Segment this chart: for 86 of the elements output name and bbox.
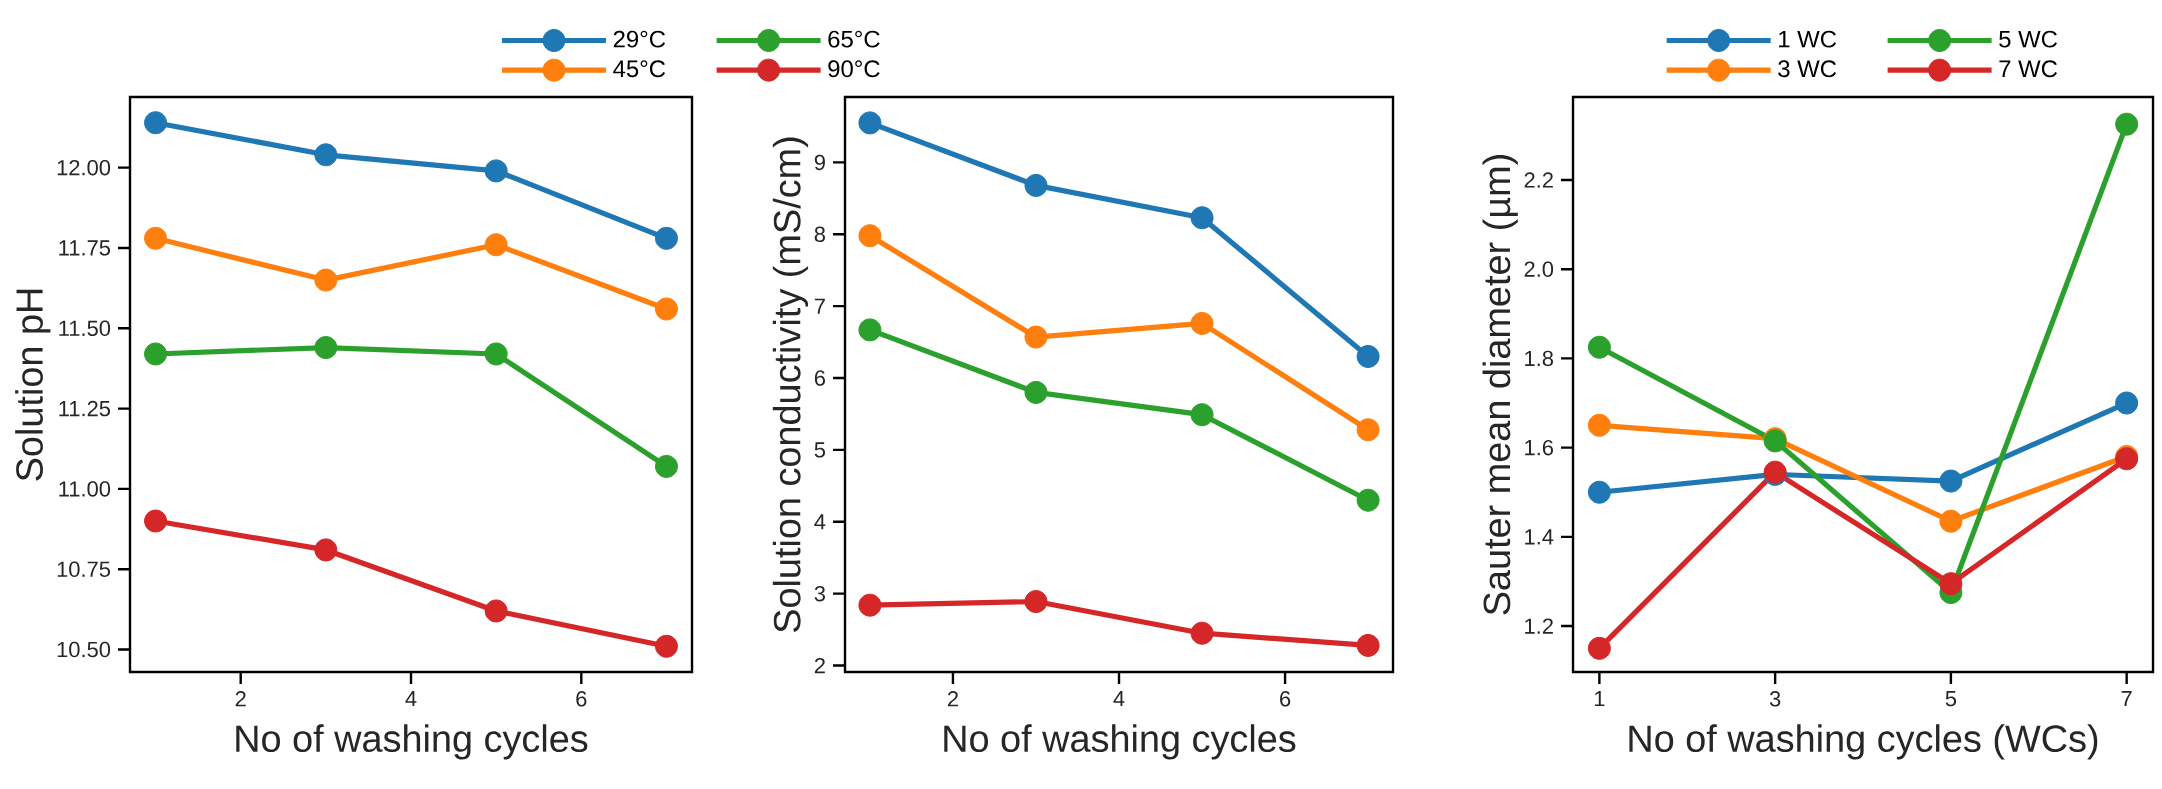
y-tick-label: 4 bbox=[814, 514, 826, 530]
x-tick-label: 2 bbox=[947, 691, 958, 707]
point bbox=[858, 593, 882, 617]
point bbox=[1939, 572, 1963, 596]
x-tick-label: 6 bbox=[1280, 691, 1291, 707]
x-tick-label: 4 bbox=[405, 691, 417, 707]
x-tick-label: 3 bbox=[1769, 691, 1781, 707]
point bbox=[1190, 206, 1214, 230]
y-axis-title: Solution conductivity (mS/cm) bbox=[772, 137, 809, 633]
legend-label: 29°C bbox=[613, 30, 666, 48]
x-tick-label: 2 bbox=[235, 691, 246, 707]
point bbox=[2115, 391, 2139, 415]
point bbox=[1190, 403, 1214, 427]
point bbox=[1356, 633, 1380, 657]
y-tick-label: 11.00 bbox=[59, 481, 111, 497]
point bbox=[484, 233, 508, 257]
x-tick-label: 1 bbox=[1594, 691, 1605, 707]
x-axis-title: No of washing cycles bbox=[944, 724, 1296, 760]
legend-label: 3 WC bbox=[1778, 60, 1837, 78]
point bbox=[654, 634, 678, 658]
point bbox=[1024, 173, 1048, 197]
y-tick-label: 9 bbox=[814, 154, 825, 171]
x-tick-label: 4 bbox=[1113, 691, 1125, 707]
point bbox=[1024, 590, 1048, 614]
point bbox=[1190, 311, 1214, 335]
point bbox=[1587, 335, 1611, 359]
point bbox=[858, 111, 882, 135]
x-tick-label: 6 bbox=[576, 691, 587, 707]
point bbox=[1356, 418, 1380, 442]
y-tick-label: 6 bbox=[814, 370, 825, 386]
x-axis-title: No of washing cycles (WCs) bbox=[1629, 724, 2098, 760]
legend-label: 7 WC bbox=[1999, 60, 2058, 78]
y-tick-label: 10.75 bbox=[57, 561, 111, 577]
point bbox=[1190, 621, 1214, 645]
y-tick-label: 1.8 bbox=[1525, 350, 1554, 367]
y-tick-label: 7 bbox=[814, 298, 825, 314]
legend-label: 65°C bbox=[828, 30, 880, 48]
point bbox=[1587, 413, 1611, 437]
legend-label: 1 WC bbox=[1779, 30, 1837, 48]
point bbox=[654, 226, 678, 250]
y-tick-label: 11.50 bbox=[59, 320, 111, 337]
y-tick-label: 1.4 bbox=[1525, 529, 1554, 545]
x-axis-title: No of washing cycles bbox=[236, 724, 588, 760]
point bbox=[858, 224, 882, 248]
point bbox=[314, 538, 338, 562]
point bbox=[314, 143, 338, 167]
y-tick-label: 8 bbox=[814, 226, 825, 243]
point bbox=[654, 454, 678, 478]
y-tick-label: 2.0 bbox=[1524, 261, 1554, 277]
y-tick-label: 10.50 bbox=[57, 641, 111, 658]
y-tick-label: 12.00 bbox=[57, 159, 111, 176]
point bbox=[1939, 469, 1963, 493]
y-axis-title: Sauter mean diameter (µm) bbox=[1482, 155, 1518, 615]
y-tick-label: 1.6 bbox=[1525, 439, 1554, 456]
y-tick-label: 1.2 bbox=[1525, 618, 1553, 634]
point bbox=[144, 342, 168, 366]
point bbox=[144, 111, 168, 135]
point bbox=[144, 226, 168, 250]
y-tick-label: 2.2 bbox=[1524, 172, 1553, 188]
y-tick-label: 11.75 bbox=[59, 240, 111, 256]
point bbox=[314, 268, 338, 292]
point bbox=[1356, 488, 1380, 512]
x-tick-label: 5 bbox=[1945, 691, 1957, 707]
x-tick-label: 7 bbox=[2121, 691, 2132, 707]
point bbox=[1939, 509, 1963, 533]
legend-label: 45°C bbox=[613, 60, 666, 78]
point bbox=[1587, 636, 1611, 660]
point bbox=[484, 599, 508, 623]
y-tick-label: 11.25 bbox=[59, 400, 111, 417]
point bbox=[484, 342, 508, 366]
legend-label: 90°C bbox=[828, 60, 880, 78]
point bbox=[858, 318, 882, 342]
point bbox=[314, 336, 338, 360]
point bbox=[654, 297, 678, 321]
point bbox=[1356, 344, 1380, 368]
y-axis-title: Solution pH bbox=[15, 289, 51, 481]
point bbox=[1587, 480, 1611, 504]
y-tick-label: 3 bbox=[814, 585, 825, 602]
point bbox=[484, 159, 508, 183]
point bbox=[2115, 112, 2139, 136]
y-tick-label: 2 bbox=[814, 657, 825, 674]
point bbox=[1024, 380, 1048, 404]
point bbox=[1024, 325, 1048, 349]
y-tick-label: 5 bbox=[814, 442, 826, 458]
legend-label: 5 WC bbox=[1999, 30, 2058, 48]
point bbox=[144, 509, 168, 533]
